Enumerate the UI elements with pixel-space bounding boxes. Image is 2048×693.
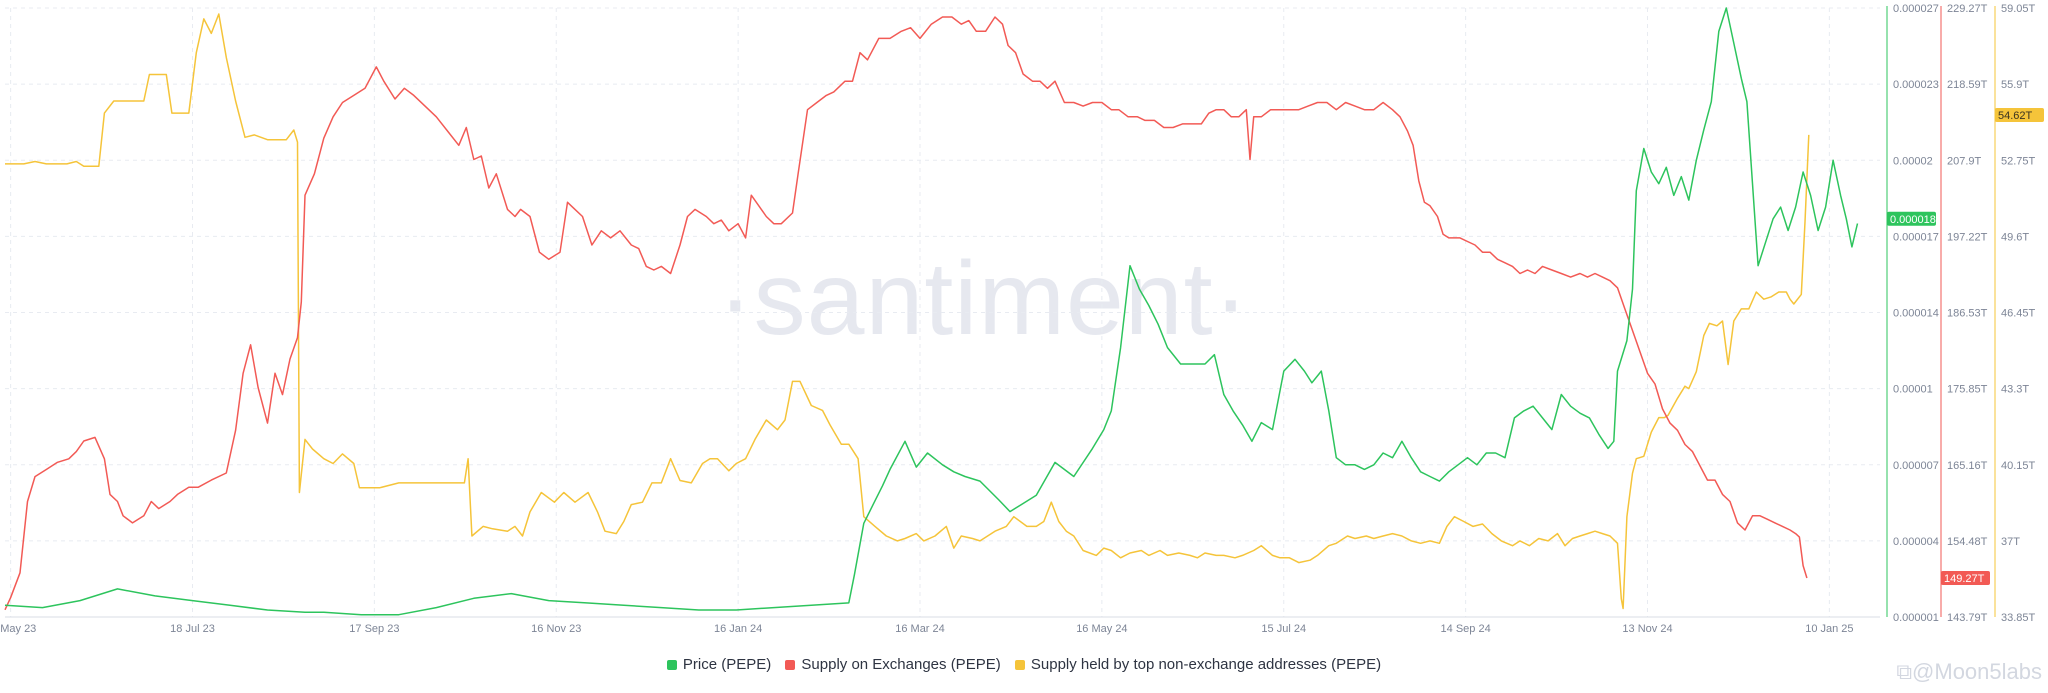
holders-value-badge-text: 54.62T — [1998, 110, 2033, 122]
holders-value-badge: 54.62T — [1995, 108, 2044, 123]
holders-value-badge-bg — [1995, 108, 2044, 123]
holders-tick-label: 52.75T — [2001, 155, 2036, 167]
holders-tick-label: 43.3T — [2001, 384, 2029, 396]
x-tick-label: 16 Jan 24 — [714, 623, 762, 635]
x-tick-label: 16 Nov 23 — [531, 623, 581, 635]
x-tick-label: 15 Jul 24 — [1261, 623, 1306, 635]
price-tick-label: 0.00001 — [1893, 384, 1933, 396]
exchanges-value-badge-bg — [1941, 570, 1990, 585]
price-tick-label: 0.000023 — [1893, 79, 1939, 91]
exchanges-swatch — [785, 660, 796, 670]
moon5labs-brand: ⧉@Moon5labs — [1896, 659, 2042, 684]
price-line — [4, 7, 1859, 616]
legend-item-exchanges[interactable]: Supply on Exchanges (PEPE) — [785, 656, 1001, 673]
price-tick-label: 0.000007 — [1893, 460, 1939, 472]
holders-tick-label: 40.15T — [2001, 460, 2036, 472]
exchanges-tick-label: 175.85T — [1947, 384, 1988, 396]
holders-line — [5, 13, 1810, 610]
grid-lines — [5, 7, 1880, 618]
santiment-watermark: ·santiment· — [718, 241, 1250, 357]
exchanges-tick-label: 218.59T — [1947, 79, 1988, 91]
legend-label-holders: Supply held by top non-exchange addresse… — [1030, 656, 1382, 673]
holders-tick-label: 46.45T — [2001, 308, 2036, 320]
x-tick-label: 10 Jan 25 — [1805, 623, 1853, 635]
x-tick-label: 16 Mar 24 — [895, 623, 945, 635]
x-tick-label: 16 May 24 — [1076, 623, 1127, 635]
x-tick-label: 17 Sep 23 — [349, 623, 399, 635]
price-tick-label: 0.000004 — [1893, 536, 1939, 548]
holders-tick-label: 49.6T — [2001, 231, 2029, 243]
series-layer — [4, 7, 1859, 616]
value-badges: 0.000018 149.27T 54.62T — [1887, 108, 2044, 585]
price-swatch — [666, 660, 677, 670]
legend-label-price: Price (PEPE) — [682, 656, 772, 673]
price-tick-label: 0.000014 — [1893, 308, 1939, 320]
exchanges-tick-label: 229.27T — [1947, 3, 1988, 15]
price-value-badge: 0.000018 — [1887, 211, 1936, 226]
x-tick-label: 18 Jul 23 — [170, 623, 215, 635]
holders-tick-label: 37T — [2001, 536, 2020, 548]
exchanges-tick-label: 143.79T — [1947, 612, 1988, 624]
legend-item-price[interactable]: Price (PEPE) — [666, 656, 772, 673]
price-tick-label: 0.000017 — [1893, 231, 1939, 243]
legend-label-exchanges: Supply on Exchanges (PEPE) — [801, 656, 1001, 673]
exchanges-tick-label: 207.9T — [1947, 155, 1982, 167]
price-value-badge-text: 0.000018 — [1890, 214, 1936, 226]
exchanges-tick-label: 165.16T — [1947, 460, 1988, 472]
price-value-badge-bg — [1887, 211, 1936, 226]
legend-item-holders[interactable]: Supply held by top non-exchange addresse… — [1014, 656, 1382, 673]
holders-tick-label: 33.85T — [2001, 612, 2036, 624]
price-tick-label: 0.000027 — [1893, 3, 1939, 15]
price-tick-label: 0.00002 — [1893, 155, 1933, 167]
holders-swatch — [1014, 660, 1025, 670]
price-tick-label: 0.000001 — [1893, 612, 1939, 624]
exchanges-tick-label: 197.22T — [1947, 231, 1988, 243]
x-tick-label: 19 May 23 — [0, 623, 36, 635]
exchanges-tick-label: 186.53T — [1947, 308, 1988, 320]
legend: Price (PEPE) Supply on Exchanges (PEPE) … — [0, 656, 2048, 673]
holders-tick-label: 55.9T — [2001, 79, 2029, 91]
exchanges-value-badge: 149.27T — [1941, 570, 1990, 585]
exchanges-tick-label: 154.48T — [1947, 536, 1988, 548]
exchanges-line — [4, 16, 1808, 611]
exchanges-value-badge-text: 149.27T — [1944, 573, 1985, 585]
holders-tick-label: 59.05T — [2001, 3, 2036, 15]
x-tick-label: 14 Sep 24 — [1441, 623, 1491, 635]
axes: 19 May 23 18 Jul 23 17 Sep 23 16 Nov 23 16 J… — [0, 3, 2036, 635]
x-tick-label: 13 Nov 24 — [1622, 623, 1672, 635]
